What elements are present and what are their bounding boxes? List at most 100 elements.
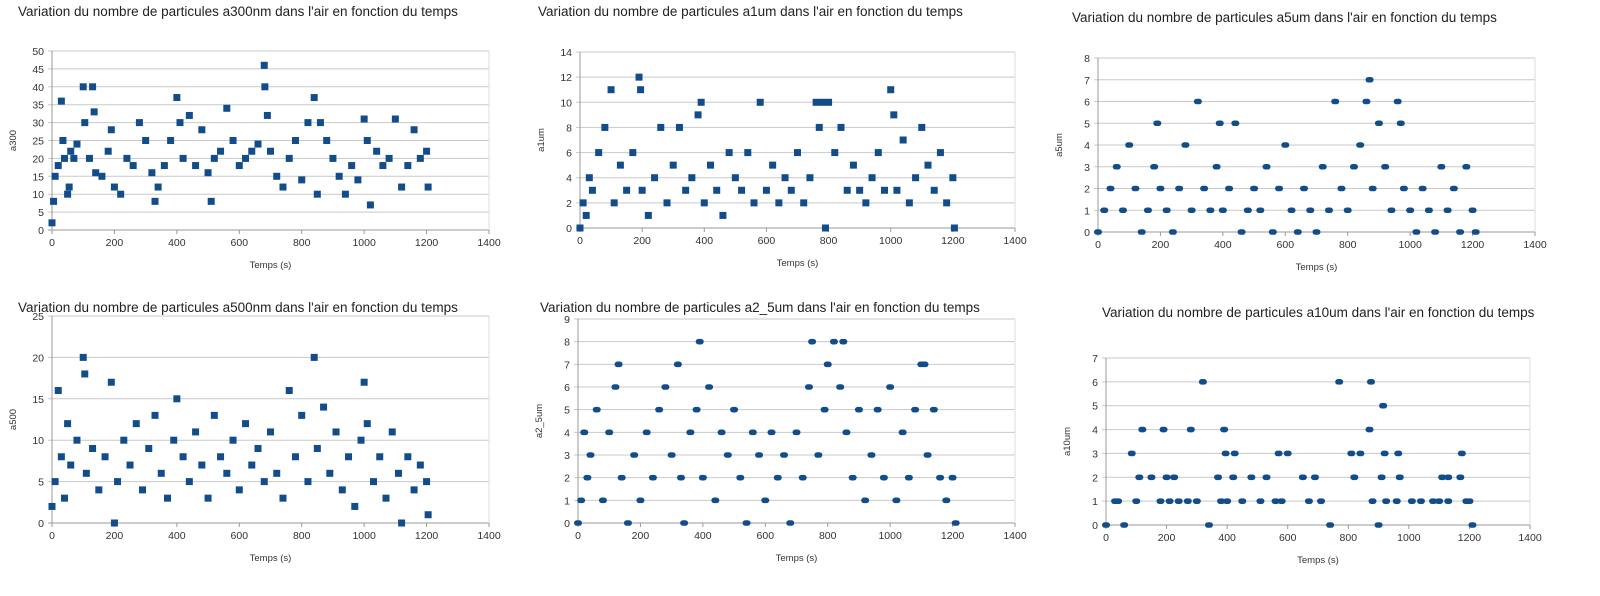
x-tick-label: 1400: [477, 237, 501, 249]
data-point: [1283, 450, 1292, 457]
data-point: [90, 108, 98, 116]
data-point: [424, 183, 432, 191]
x-tick-label: 1200: [415, 237, 439, 249]
data-point: [1437, 163, 1446, 170]
data-point: [1187, 207, 1196, 214]
data-point: [738, 186, 746, 194]
y-tick-label: 0: [38, 225, 44, 237]
data-point: [698, 474, 707, 481]
data-point: [1380, 450, 1389, 457]
data-point: [623, 186, 631, 194]
y-axis-label: a5um: [1054, 133, 1065, 157]
data-point: [736, 474, 745, 481]
data-point: [217, 453, 225, 461]
y-tick-label: 40: [32, 82, 44, 94]
data-point: [586, 452, 595, 458]
data-point: [951, 520, 960, 526]
x-tick-label: 1200: [1461, 239, 1485, 251]
data-point: [129, 162, 137, 170]
data-point: [711, 497, 720, 504]
data-point: [1118, 207, 1127, 214]
data-point: [223, 104, 231, 112]
y-tick-label: 7: [1084, 75, 1090, 87]
y-tick-label: 4: [566, 173, 572, 185]
y-tick-label: 8: [1084, 53, 1090, 65]
data-point: [775, 199, 783, 207]
data-point: [1223, 498, 1232, 504]
data-point: [117, 190, 125, 198]
data-point: [1156, 498, 1165, 504]
data-point: [235, 162, 243, 170]
data-point: [1395, 474, 1404, 481]
data-point: [950, 224, 958, 232]
data-point: [1407, 498, 1416, 504]
y-tick-label: 6: [1092, 377, 1098, 389]
data-point: [1212, 163, 1221, 170]
y-tick-label: 20: [32, 352, 44, 364]
data-point: [173, 94, 181, 102]
data-point: [1186, 426, 1195, 433]
data-point: [373, 147, 381, 155]
data-point: [1162, 474, 1171, 481]
data-point: [326, 469, 334, 477]
data-point: [217, 147, 225, 155]
data-point: [798, 474, 807, 481]
data-point: [856, 186, 864, 194]
data-point: [1256, 498, 1265, 504]
data-point: [1379, 402, 1388, 409]
data-point: [607, 86, 615, 94]
x-tick-label: 1200: [415, 530, 439, 542]
data-point: [142, 137, 150, 144]
data-point: [1147, 474, 1156, 481]
data-point: [151, 197, 159, 205]
x-tick-label: 800: [820, 235, 838, 247]
data-point: [50, 197, 58, 205]
data-point: [806, 174, 814, 182]
data-point: [1165, 498, 1174, 504]
data-point: [267, 428, 274, 436]
data-point: [1435, 498, 1444, 504]
data-point: [1204, 522, 1213, 528]
y-axis-label: a2_5um: [534, 404, 545, 438]
data-point: [370, 478, 378, 486]
y-tick-label: 5: [1092, 401, 1098, 413]
y-tick-label: 0: [1084, 227, 1090, 239]
data-point: [1114, 498, 1123, 504]
data-point: [879, 474, 888, 481]
data-point: [680, 520, 689, 526]
data-point: [1431, 229, 1440, 235]
data-point: [692, 406, 701, 413]
data-point: [1106, 185, 1115, 192]
chart-panel-2: Variation du nombre de particules a1um d…: [536, 4, 1027, 269]
data-point: [1392, 498, 1401, 504]
y-tick-label: 12: [560, 72, 572, 84]
data-point: [723, 452, 732, 458]
x-tick-label: 800: [293, 237, 311, 249]
data-point: [673, 361, 682, 368]
x-tick-label: 1000: [352, 530, 376, 542]
y-tick-label: 25: [32, 311, 44, 323]
data-point: [260, 478, 268, 486]
data-point: [862, 199, 870, 207]
data-point: [304, 478, 312, 486]
data-point: [725, 149, 733, 157]
data-point: [410, 486, 418, 494]
data-point: [904, 474, 913, 481]
data-point: [173, 395, 181, 403]
data-point: [82, 469, 90, 477]
x-tick-label: 200: [106, 530, 124, 542]
data-point: [59, 137, 67, 144]
data-point: [157, 469, 165, 477]
data-point: [360, 115, 368, 123]
data-point: [279, 183, 287, 191]
data-point: [849, 161, 857, 169]
data-point: [611, 384, 620, 390]
data-point: [1374, 120, 1383, 127]
data-point: [67, 147, 75, 155]
y-tick-label: 10: [32, 189, 44, 201]
y-tick-label: 45: [32, 64, 44, 76]
x-tick-label: 1200: [1458, 532, 1482, 544]
data-point: [316, 119, 324, 127]
data-point: [923, 452, 932, 458]
data-point: [285, 387, 293, 395]
